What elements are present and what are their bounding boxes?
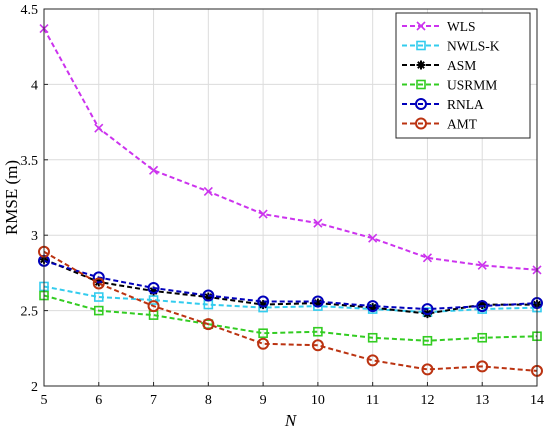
legend-marker xyxy=(415,117,427,130)
data-point xyxy=(311,339,324,352)
y-tick-label: 4 xyxy=(31,78,38,93)
legend-marker xyxy=(415,98,427,110)
data-point xyxy=(366,354,379,367)
data-point xyxy=(421,363,434,376)
data-point xyxy=(93,292,104,302)
legend-label: USRMM xyxy=(447,78,497,93)
y-tick-label: 2 xyxy=(31,380,38,395)
data-point xyxy=(92,271,105,284)
data-point xyxy=(202,318,215,331)
legend-label: ASM xyxy=(447,58,476,73)
x-tick-label: 14 xyxy=(530,393,544,408)
plot-frame xyxy=(43,8,538,387)
x-axis-label: N xyxy=(284,411,298,430)
legend-label: RNLA xyxy=(447,97,484,112)
data-point xyxy=(367,332,378,343)
legend-item: NWLS-K xyxy=(402,39,500,54)
legend-marker xyxy=(416,79,426,90)
series-line xyxy=(43,285,538,314)
data-point xyxy=(368,233,378,243)
x-tick-label: 6 xyxy=(95,393,102,408)
data-point xyxy=(92,277,105,290)
legend-label: AMT xyxy=(447,117,478,132)
data-point xyxy=(257,337,270,350)
series-line xyxy=(43,28,538,271)
data-point xyxy=(257,295,270,308)
data-point xyxy=(147,281,160,294)
data-point xyxy=(202,289,215,302)
y-tick-label: 2.5 xyxy=(21,305,39,320)
legend-item: ASM xyxy=(402,58,476,73)
x-tick-label: 5 xyxy=(41,393,48,408)
legend-marker xyxy=(416,40,426,51)
data-point xyxy=(476,300,489,313)
x-tick-label: 8 xyxy=(205,393,212,408)
data-point xyxy=(366,300,379,313)
legend-marker xyxy=(416,21,426,31)
data-point xyxy=(94,123,104,133)
legend-box xyxy=(395,12,531,139)
legend: WLS NWLS-K ASM USRMM RNLA AMT xyxy=(395,12,531,139)
data-point xyxy=(148,165,159,175)
x-ticks: 5 6 7 8 9 10 11 12 13 14 xyxy=(41,382,544,408)
series-line xyxy=(43,294,538,342)
legend-item: RNLA xyxy=(402,97,484,112)
series-line xyxy=(43,250,538,372)
data-point xyxy=(313,326,323,337)
legend-item: USRMM xyxy=(402,78,497,93)
data-point xyxy=(203,186,213,197)
series-rnla xyxy=(38,254,543,316)
y-tick-label: 3.5 xyxy=(21,154,39,169)
series-amt xyxy=(38,245,543,377)
x-tick-label: 11 xyxy=(366,393,379,408)
data-point xyxy=(422,335,433,346)
data-point xyxy=(421,303,434,316)
x-tick-label: 12 xyxy=(420,393,434,408)
data-point xyxy=(477,332,488,343)
data-point xyxy=(422,253,433,263)
data-point xyxy=(477,260,487,270)
legend-label: WLS xyxy=(447,19,476,34)
legend-marker xyxy=(416,60,426,70)
y-tick-label: 3 xyxy=(31,229,38,244)
series-line xyxy=(43,258,537,315)
data-point xyxy=(313,218,323,228)
x-tick-label: 10 xyxy=(311,393,325,408)
data-point xyxy=(476,360,489,373)
y-ticks: 2 2.5 3 3.5 4 4.5 xyxy=(21,3,48,395)
legend-item: AMT xyxy=(402,117,478,132)
data-point xyxy=(311,295,324,308)
y-tick-label: 4.5 xyxy=(21,3,39,18)
x-tick-label: 9 xyxy=(260,393,267,408)
data-point xyxy=(93,305,104,316)
series-layer xyxy=(38,24,543,377)
data-point xyxy=(148,295,159,305)
data-point xyxy=(258,328,268,339)
series-wls xyxy=(39,24,542,275)
x-tick-label: 7 xyxy=(150,393,157,408)
x-tick-label: 13 xyxy=(475,393,489,408)
y-axis-label: RMSE (m) xyxy=(2,160,21,235)
series-line xyxy=(43,259,538,311)
legend-label: NWLS-K xyxy=(447,39,500,54)
data-point xyxy=(147,300,160,313)
legend-item: WLS xyxy=(402,19,476,34)
data-point xyxy=(258,209,268,219)
